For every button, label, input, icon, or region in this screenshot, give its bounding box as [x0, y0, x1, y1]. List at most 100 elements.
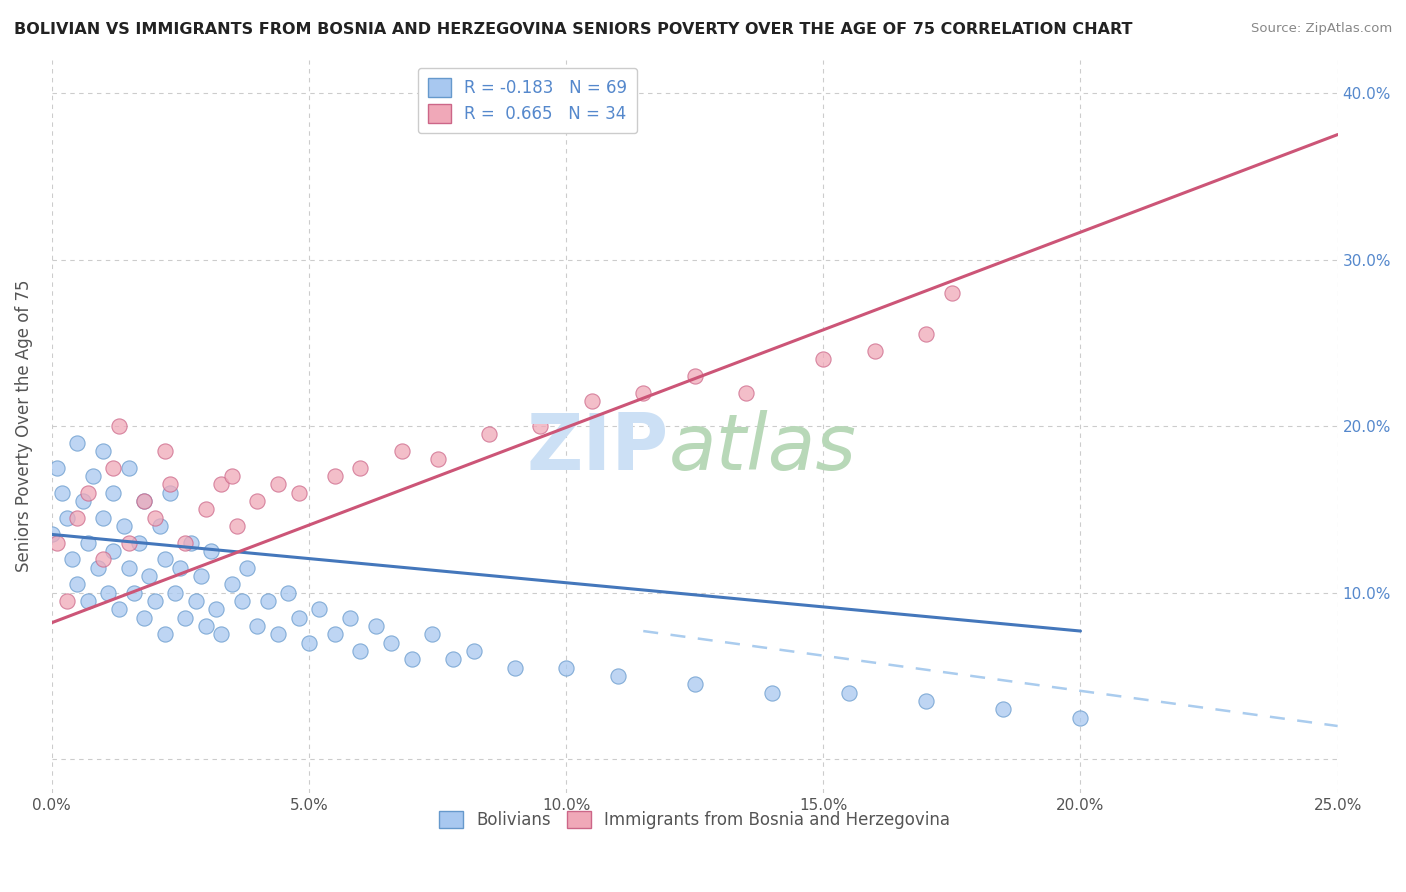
- Point: [236, 560, 259, 574]
- Point: [112, 519, 135, 533]
- Legend: Bolivians, Immigrants from Bosnia and Herzegovina: Bolivians, Immigrants from Bosnia and He…: [433, 804, 956, 836]
- Point: [107, 419, 129, 434]
- Point: [200, 544, 222, 558]
- Point: [503, 661, 526, 675]
- Point: [401, 652, 423, 666]
- Point: [103, 485, 125, 500]
- Point: [308, 602, 330, 616]
- Point: [76, 535, 98, 549]
- Point: [66, 510, 89, 524]
- Point: [323, 627, 346, 641]
- Point: [118, 460, 141, 475]
- Point: [298, 636, 321, 650]
- Point: [103, 460, 125, 475]
- Point: [87, 560, 110, 574]
- Point: [66, 577, 89, 591]
- Point: [339, 611, 361, 625]
- Point: [180, 535, 202, 549]
- Point: [103, 544, 125, 558]
- Point: [267, 627, 290, 641]
- Point: [246, 619, 269, 633]
- Point: [391, 444, 413, 458]
- Point: [529, 419, 551, 434]
- Point: [422, 627, 444, 641]
- Point: [184, 594, 207, 608]
- Point: [153, 552, 176, 566]
- Point: [221, 469, 243, 483]
- Point: [56, 594, 79, 608]
- Point: [91, 510, 114, 524]
- Point: [107, 602, 129, 616]
- Point: [153, 444, 176, 458]
- Point: [149, 519, 172, 533]
- Point: [246, 494, 269, 508]
- Point: [256, 594, 278, 608]
- Point: [51, 485, 73, 500]
- Point: [143, 594, 166, 608]
- Point: [277, 585, 299, 599]
- Point: [287, 611, 309, 625]
- Point: [380, 636, 402, 650]
- Point: [41, 527, 63, 541]
- Point: [169, 560, 191, 574]
- Point: [606, 669, 628, 683]
- Point: [195, 619, 218, 633]
- Point: [915, 694, 938, 708]
- Point: [478, 427, 501, 442]
- Point: [174, 611, 197, 625]
- Point: [91, 552, 114, 566]
- Point: [915, 327, 938, 342]
- Text: atlas: atlas: [669, 410, 856, 486]
- Point: [134, 494, 156, 508]
- Point: [190, 569, 212, 583]
- Point: [761, 686, 783, 700]
- Point: [683, 677, 706, 691]
- Point: [82, 469, 104, 483]
- Point: [555, 661, 578, 675]
- Point: [118, 535, 141, 549]
- Point: [226, 519, 249, 533]
- Point: [134, 494, 156, 508]
- Point: [863, 344, 886, 359]
- Point: [45, 535, 67, 549]
- Point: [287, 485, 309, 500]
- Point: [122, 585, 145, 599]
- Point: [323, 469, 346, 483]
- Point: [221, 577, 243, 591]
- Point: [211, 627, 233, 641]
- Point: [45, 460, 67, 475]
- Point: [76, 594, 98, 608]
- Point: [231, 594, 253, 608]
- Point: [134, 611, 156, 625]
- Point: [364, 619, 387, 633]
- Y-axis label: Seniors Poverty Over the Age of 75: Seniors Poverty Over the Age of 75: [15, 280, 32, 573]
- Point: [138, 569, 160, 583]
- Point: [143, 510, 166, 524]
- Point: [1069, 711, 1091, 725]
- Point: [174, 535, 197, 549]
- Point: [426, 452, 449, 467]
- Point: [159, 485, 181, 500]
- Point: [56, 510, 79, 524]
- Point: [91, 444, 114, 458]
- Point: [205, 602, 228, 616]
- Text: BOLIVIAN VS IMMIGRANTS FROM BOSNIA AND HERZEGOVINA SENIORS POVERTY OVER THE AGE : BOLIVIAN VS IMMIGRANTS FROM BOSNIA AND H…: [14, 22, 1133, 37]
- Point: [267, 477, 290, 491]
- Point: [153, 627, 176, 641]
- Point: [735, 385, 758, 400]
- Point: [60, 552, 83, 566]
- Point: [581, 394, 603, 409]
- Point: [941, 285, 963, 300]
- Point: [128, 535, 150, 549]
- Point: [463, 644, 485, 658]
- Point: [441, 652, 464, 666]
- Point: [118, 560, 141, 574]
- Point: [72, 494, 94, 508]
- Point: [195, 502, 218, 516]
- Point: [165, 585, 187, 599]
- Point: [993, 702, 1015, 716]
- Point: [159, 477, 181, 491]
- Point: [813, 352, 835, 367]
- Point: [633, 385, 655, 400]
- Point: [349, 460, 371, 475]
